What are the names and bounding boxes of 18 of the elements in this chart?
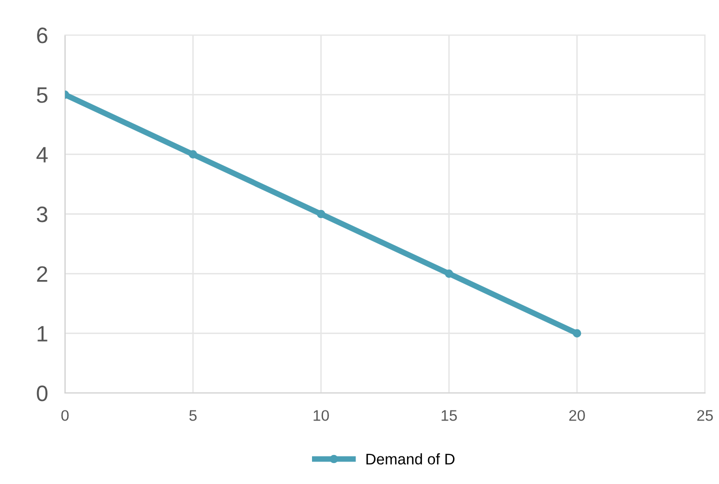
point xyxy=(316,210,326,218)
x-tick-label: 15 xyxy=(442,410,457,421)
x-tick-label: 0 xyxy=(61,410,69,421)
point xyxy=(188,150,198,158)
x-tick-label: 5 xyxy=(189,410,197,421)
y-tick-label: 2 xyxy=(37,266,48,282)
point xyxy=(444,270,454,278)
y-tick-label: 4 xyxy=(36,147,48,162)
y-tick-label: 3 xyxy=(36,206,48,222)
point xyxy=(572,329,582,338)
y-tick-label: 1 xyxy=(38,326,48,342)
x-tick-label: 10 xyxy=(314,410,329,421)
y-tick-label: 0 xyxy=(36,386,48,402)
x-tick-label: 25 xyxy=(697,410,713,421)
legend-label: Demand of D xyxy=(366,453,454,465)
y-tick-label: 6 xyxy=(37,28,48,44)
y-tick-label: 5 xyxy=(36,87,48,103)
x-tick-label: 20 xyxy=(569,410,585,421)
